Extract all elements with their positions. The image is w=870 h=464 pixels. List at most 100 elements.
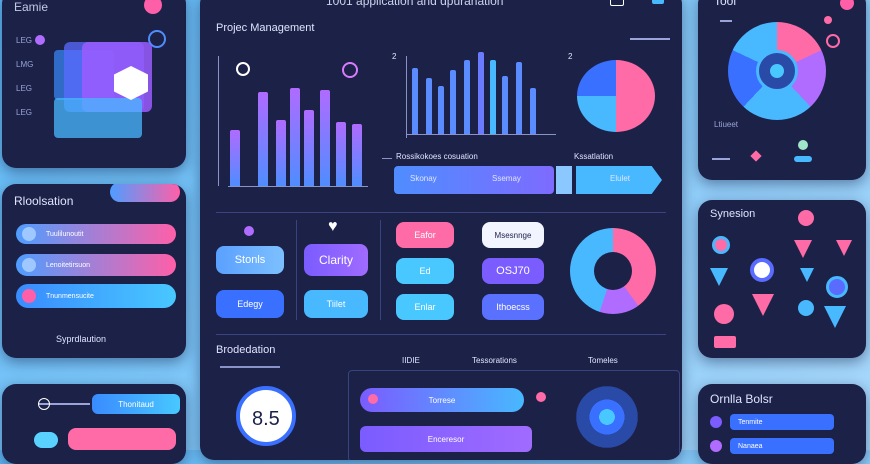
bar <box>352 124 362 186</box>
relation-footer: Syprdlaution <box>56 334 107 344</box>
right-bottom-title: Ornlla Bolsr <box>710 392 773 406</box>
synesion-panel: Synesion <box>698 200 866 358</box>
window-icon[interactable] <box>652 0 664 4</box>
bar <box>464 60 470 134</box>
left-top-panel: Eamie LEG LMG LEG LEG <box>2 0 186 168</box>
sunburst-core <box>770 64 784 78</box>
ithoecss-button[interactable]: Ithoecss <box>482 294 544 320</box>
card-label: Stonls <box>234 254 266 266</box>
triangle-icon[interactable] <box>794 240 812 258</box>
list-label: LEG <box>16 36 33 45</box>
pipeline-bar[interactable] <box>394 166 554 194</box>
user-icon <box>244 226 254 236</box>
bottom-col: Tomeles <box>588 356 618 365</box>
pipeline-item[interactable]: Skonay <box>410 174 437 183</box>
ring-icon[interactable] <box>826 34 840 48</box>
bar <box>276 120 286 186</box>
bottom-col: Tessorations <box>472 356 517 365</box>
relation-title: Rloolsation <box>14 194 74 208</box>
donut-hole <box>594 252 632 290</box>
right-list-label: Nanaea <box>738 442 763 450</box>
left-bottom-panel: Thonitaud <box>2 384 186 464</box>
bar <box>336 122 346 186</box>
right-top-panel: Tool Ltiueet <box>698 0 866 180</box>
thonitaud-button[interactable]: Thonitaud <box>92 394 180 414</box>
card-stonls[interactable]: Stonls <box>216 246 284 274</box>
ring-node-icon[interactable] <box>712 236 730 254</box>
pipeline-segment <box>556 166 572 194</box>
slider-handle[interactable] <box>38 398 50 410</box>
link-icon[interactable] <box>34 432 58 448</box>
ring-node-icon[interactable] <box>750 258 774 282</box>
ring-icon[interactable] <box>148 30 166 48</box>
bar <box>412 68 418 134</box>
bar <box>426 78 432 134</box>
bar <box>230 130 240 186</box>
relation-item-label: Tuulilunoutit <box>46 230 84 238</box>
bar <box>304 110 314 186</box>
bottom-pink-pill[interactable] <box>68 428 176 450</box>
mid-button-label: Eafor <box>414 230 436 240</box>
triangle-icon[interactable] <box>710 268 728 286</box>
main-dashboard-panel: 1001 application and dpuranation Projec … <box>200 0 682 460</box>
stacked-layer <box>54 98 142 138</box>
triangle-icon[interactable] <box>836 240 852 256</box>
card-label: Clarity <box>318 253 353 267</box>
relation-item[interactable]: Tnunmensucite <box>16 284 176 308</box>
card-label: Edegy <box>237 299 263 309</box>
enceresor-label: Enceresor <box>427 434 465 444</box>
pipeline-item[interactable]: Ssemay <box>492 174 521 183</box>
target-icon <box>342 62 358 78</box>
axis-line <box>228 186 368 187</box>
divider <box>216 212 666 213</box>
bottom-frame <box>348 370 680 460</box>
mid-button-eafor[interactable]: Eafor <box>396 222 454 248</box>
axis-label: 2 <box>568 52 573 61</box>
avatar <box>22 289 36 303</box>
enceresor-pill[interactable]: Enceresor <box>360 426 532 452</box>
osj70-button[interactable]: OSJ70 <box>482 258 544 284</box>
torrese-pill[interactable]: Torrese <box>360 388 524 412</box>
blue-node-icon[interactable] <box>798 300 814 316</box>
bar <box>290 88 300 186</box>
right-list-item[interactable]: Tenmite <box>730 414 834 430</box>
pipeline-item[interactable]: Elulet <box>610 174 631 183</box>
bar <box>530 88 536 134</box>
status-dot-icon <box>35 35 45 45</box>
avatar <box>22 227 36 241</box>
pink-node-icon[interactable] <box>714 304 734 324</box>
avatar <box>22 258 36 272</box>
slider-track[interactable] <box>38 403 90 405</box>
close-icon[interactable] <box>144 0 162 14</box>
list-label: LEG <box>16 108 33 117</box>
relation-item[interactable]: Lenoitetirsuon <box>16 254 176 276</box>
card-tiilet[interactable]: Tiilet <box>304 290 368 318</box>
triangle-icon[interactable] <box>800 268 814 282</box>
relation-item[interactable]: Tuulilunoutit <box>16 224 176 244</box>
bar <box>516 62 522 134</box>
divider <box>712 158 730 160</box>
msesnnge-button[interactable]: Msesnnge <box>482 222 544 248</box>
pie-chart <box>577 60 655 132</box>
bar <box>490 60 496 134</box>
mid-button-ed[interactable]: Ed <box>396 258 454 284</box>
ring-node-icon[interactable] <box>826 276 848 298</box>
divider <box>296 220 297 320</box>
mid-right-label: Ithoecss <box>496 302 530 312</box>
pink-node-icon[interactable] <box>798 210 814 226</box>
right-list-item[interactable]: Nanaea <box>730 438 834 454</box>
header-pill[interactable] <box>110 184 180 202</box>
list-label: LEG <box>16 84 33 93</box>
card-edegy[interactable]: Edegy <box>216 290 284 318</box>
bottom-title: Brodedation <box>216 344 276 356</box>
triangle-icon[interactable] <box>752 294 774 316</box>
card-clarity[interactable]: Clarity <box>304 244 368 276</box>
triangle-icon[interactable] <box>824 306 846 328</box>
synesion-title: Synesion <box>710 208 756 220</box>
bar <box>438 86 444 134</box>
mid-button-enlar[interactable]: Enlar <box>396 294 454 320</box>
window-icon[interactable] <box>610 0 624 6</box>
notification-dot <box>824 16 832 24</box>
close-icon[interactable] <box>840 0 854 10</box>
pipeline-arrow[interactable] <box>576 166 662 194</box>
